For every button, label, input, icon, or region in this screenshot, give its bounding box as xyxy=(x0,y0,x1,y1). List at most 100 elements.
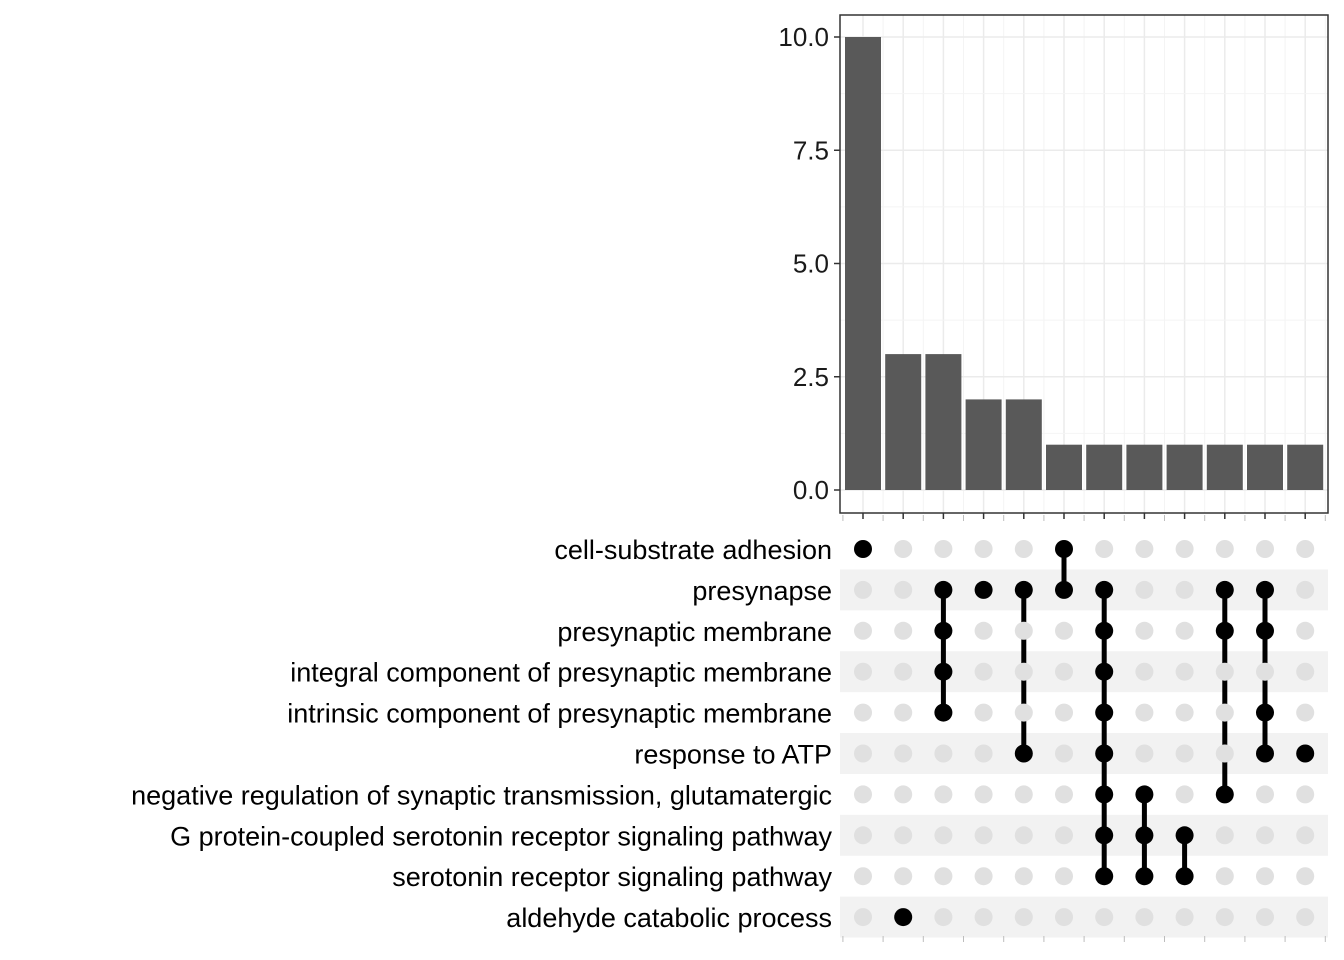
bar-4 xyxy=(1005,399,1042,490)
dot-inactive-1-6 xyxy=(894,785,913,804)
dot-inactive-6-9 xyxy=(1095,908,1114,927)
dot-inactive-5-8 xyxy=(1055,867,1073,886)
dot-inactive-5-2 xyxy=(1055,621,1073,640)
set-label-0: cell-substrate adhesion xyxy=(554,535,832,565)
dot-active-2-2 xyxy=(934,621,953,640)
dot-active-9-6 xyxy=(1215,785,1234,804)
dot-inactive-2-5 xyxy=(934,744,953,763)
dot-inactive-3-9 xyxy=(974,908,993,927)
dot-inactive-3-7 xyxy=(974,826,993,845)
dot-active-2-4 xyxy=(934,703,953,722)
dot-inactive-8-9 xyxy=(1175,908,1194,927)
dot-inactive-10-8 xyxy=(1256,867,1274,886)
dot-inactive-0-6 xyxy=(854,785,872,804)
matrix-stripe-3 xyxy=(840,651,1328,693)
dot-inactive-0-8 xyxy=(854,867,872,886)
matrix-stripe-7 xyxy=(840,814,1328,856)
intersection-bars xyxy=(845,37,1324,490)
dot-inactive-7-9 xyxy=(1135,908,1154,927)
y-tick-label-2: 5.0 xyxy=(793,249,829,279)
dot-inactive-5-3 xyxy=(1055,662,1073,681)
dot-inactive-0-7 xyxy=(854,826,872,845)
bar-1 xyxy=(885,354,922,490)
dot-active-3-1 xyxy=(974,580,993,599)
dot-active-7-6 xyxy=(1135,785,1154,804)
dot-inactive-4-8 xyxy=(1014,867,1033,886)
dot-inactive-5-7 xyxy=(1055,826,1073,845)
y-tick-label-0: 0.0 xyxy=(793,475,829,505)
dot-inactive-7-0 xyxy=(1135,540,1154,558)
set-label-7: G protein-coupled serotonin receptor sig… xyxy=(170,821,832,851)
dot-inactive-1-8 xyxy=(894,867,913,886)
dot-inactive-8-0 xyxy=(1175,540,1194,558)
dot-inactive-3-0 xyxy=(974,540,993,558)
y-tick-label-4: 10.0 xyxy=(778,22,829,52)
dot-active-2-1 xyxy=(934,580,953,599)
dot-inactive-0-5 xyxy=(854,744,872,763)
dot-inactive-11-1 xyxy=(1296,580,1315,599)
set-labels: cell-substrate adhesion presynapse presyna… xyxy=(131,535,832,933)
dot-active-5-1 xyxy=(1055,580,1073,599)
dot-inactive-11-9 xyxy=(1296,908,1315,927)
dot-inactive-8-2 xyxy=(1175,621,1194,640)
dot-active-6-8 xyxy=(1095,867,1114,886)
dot-active-10-4 xyxy=(1256,703,1274,722)
dot-inactive-9-8 xyxy=(1215,867,1234,886)
bar-8 xyxy=(1166,444,1203,490)
dot-inactive-10-0 xyxy=(1256,540,1274,558)
dot-inactive-3-6 xyxy=(974,785,993,804)
dot-inactive-7-5 xyxy=(1135,744,1154,763)
dot-inactive-5-4 xyxy=(1055,703,1073,722)
dot-inactive-0-4 xyxy=(854,703,872,722)
dot-inactive-8-4 xyxy=(1175,703,1194,722)
dot-inactive-9-9 xyxy=(1215,908,1234,927)
dot-inactive-8-6 xyxy=(1175,785,1194,804)
dot-inactive-4-4 xyxy=(1014,703,1033,722)
dot-inactive-10-3 xyxy=(1256,662,1274,681)
set-label-3: integral component of presynaptic membra… xyxy=(290,658,832,688)
dot-inactive-9-5 xyxy=(1215,744,1234,763)
dot-active-6-6 xyxy=(1095,785,1114,804)
dot-inactive-10-7 xyxy=(1256,826,1274,845)
dot-inactive-8-3 xyxy=(1175,662,1194,681)
dot-inactive-1-0 xyxy=(894,540,913,558)
dot-inactive-4-0 xyxy=(1014,540,1033,558)
set-label-2: presynaptic membrane xyxy=(557,617,832,647)
x-axis-ticks xyxy=(862,513,1306,519)
dot-inactive-11-4 xyxy=(1296,703,1315,722)
dot-active-5-0 xyxy=(1055,540,1073,558)
dot-active-8-8 xyxy=(1175,867,1194,886)
dot-inactive-11-8 xyxy=(1296,867,1315,886)
dot-inactive-11-0 xyxy=(1296,540,1315,558)
dot-inactive-11-6 xyxy=(1296,785,1315,804)
dot-inactive-1-2 xyxy=(894,621,913,640)
dot-inactive-7-2 xyxy=(1135,621,1154,640)
dot-active-6-7 xyxy=(1095,826,1114,845)
dot-inactive-2-6 xyxy=(934,785,953,804)
set-label-9: aldehyde catabolic process xyxy=(506,903,832,933)
dot-inactive-4-9 xyxy=(1014,908,1033,927)
dot-inactive-9-3 xyxy=(1215,662,1234,681)
dot-active-6-5 xyxy=(1095,744,1114,763)
dot-active-6-4 xyxy=(1095,703,1114,722)
dot-inactive-10-6 xyxy=(1256,785,1274,804)
dot-active-7-7 xyxy=(1135,826,1154,845)
dot-inactive-3-5 xyxy=(974,744,993,763)
dot-active-10-2 xyxy=(1256,621,1274,640)
dot-inactive-4-6 xyxy=(1014,785,1033,804)
dot-inactive-2-9 xyxy=(934,908,953,927)
dot-inactive-8-5 xyxy=(1175,744,1194,763)
dot-inactive-1-1 xyxy=(894,580,913,599)
set-label-4: intrinsic component of presynaptic membr… xyxy=(287,699,832,729)
matrix-stripe-9 xyxy=(840,896,1328,938)
dot-inactive-0-1 xyxy=(854,580,872,599)
dot-active-6-3 xyxy=(1095,662,1114,681)
dot-active-9-1 xyxy=(1215,580,1234,599)
dot-inactive-9-0 xyxy=(1215,540,1234,558)
dot-inactive-1-7 xyxy=(894,826,913,845)
dot-inactive-6-0 xyxy=(1095,540,1114,558)
dot-inactive-5-6 xyxy=(1055,785,1073,804)
dot-active-2-3 xyxy=(934,662,953,681)
dot-inactive-0-3 xyxy=(854,662,872,681)
